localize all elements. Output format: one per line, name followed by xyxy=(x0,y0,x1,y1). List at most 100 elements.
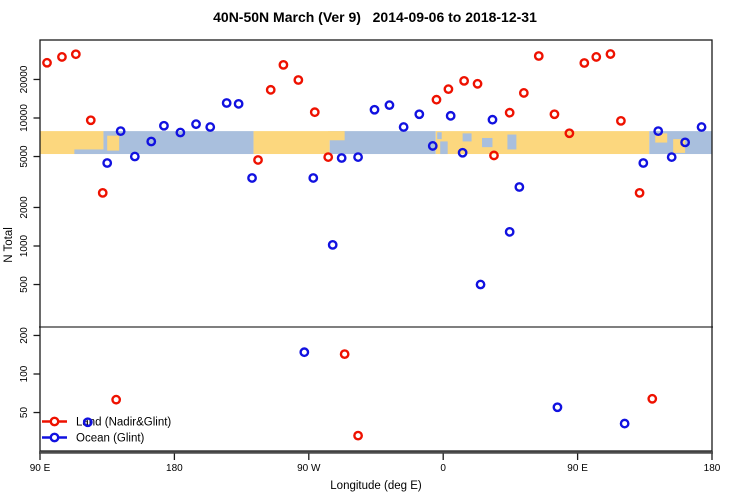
map-band-ocean-patch xyxy=(440,141,448,155)
data-point-ocean xyxy=(514,182,525,192)
y-tick-label: 10000 xyxy=(19,104,30,132)
data-point-ocean xyxy=(191,119,201,130)
legend: Land (Nadir&Glint) Ocean (Glint) xyxy=(42,417,171,445)
data-point-land xyxy=(42,57,52,68)
data-point-land xyxy=(70,49,81,60)
data-point-ocean xyxy=(205,122,216,132)
y-tick-label: 500 xyxy=(19,276,30,293)
plot-box xyxy=(39,39,713,452)
data-point-land xyxy=(253,155,263,165)
data-point-ocean xyxy=(457,147,468,158)
data-point-ocean xyxy=(221,98,232,108)
data-point-land xyxy=(533,51,544,61)
data-point-ocean xyxy=(445,110,456,121)
data-point-ocean xyxy=(638,158,649,168)
data-point-land xyxy=(579,58,590,68)
map-band-ocean-segment xyxy=(103,131,254,155)
map-band-ocean-patch xyxy=(507,134,517,150)
x-tick-label: 180 xyxy=(166,463,183,474)
data-point-ocean xyxy=(696,122,707,132)
axes-layer: 90 E 180 90 W 0 90 E 180 50 100 200 500 1000 2000 50… xyxy=(19,39,721,474)
data-point-ocean xyxy=(175,127,186,138)
legend-land-label: Land (Nadir&Glint) xyxy=(76,417,171,429)
data-point-land xyxy=(85,115,96,126)
data-point-land xyxy=(353,430,363,441)
map-band-ocean-patch xyxy=(482,137,493,148)
map-band-land-patch xyxy=(655,133,668,143)
map-band-ocean-patch xyxy=(74,149,105,155)
data-point-ocean xyxy=(233,98,244,109)
data-point-land xyxy=(549,109,560,120)
legend-land-marker-icon xyxy=(49,416,60,427)
data-point-ocean xyxy=(102,158,113,168)
data-point-ocean xyxy=(115,126,126,137)
x-axis-label: Longitude (deg E) xyxy=(330,480,422,492)
y-tick-label: 2000 xyxy=(19,196,30,219)
data-point-land xyxy=(443,84,454,95)
data-point-ocean xyxy=(427,141,438,151)
data-point-ocean xyxy=(82,417,93,428)
map-band-land-segment xyxy=(435,131,650,155)
data-point-land xyxy=(309,107,320,118)
data-point-land xyxy=(605,49,616,59)
data-point-land xyxy=(339,349,350,360)
map-band-land-patch xyxy=(107,135,120,151)
data-point-land xyxy=(564,128,575,139)
chart-title: 40N-50N March (Ver 9) 2014-09-06 to 2018… xyxy=(213,9,537,25)
data-point-land xyxy=(518,88,529,98)
data-point-ocean xyxy=(247,173,257,183)
y-tick-label: 20000 xyxy=(19,65,30,93)
data-point-ocean xyxy=(653,126,664,137)
data-point-land xyxy=(634,187,645,198)
data-point-ocean xyxy=(552,402,563,413)
data-point-ocean xyxy=(369,104,380,115)
data-point-land xyxy=(97,187,108,198)
y-tick-label: 200 xyxy=(19,327,30,344)
data-point-ocean xyxy=(336,153,347,163)
data-point-land xyxy=(472,78,483,89)
y-tick-label: 100 xyxy=(19,365,30,382)
map-band-ocean-patch xyxy=(437,132,442,140)
data-point-ocean xyxy=(353,152,363,162)
x-tick-label: 90 E xyxy=(30,463,51,474)
data-point-ocean xyxy=(504,226,515,237)
data-point-ocean xyxy=(666,152,677,162)
map-band-land-patch xyxy=(328,131,345,141)
data-point-land xyxy=(616,115,626,126)
data-point-ocean xyxy=(414,109,425,120)
y-axis-label: N Total xyxy=(3,227,15,263)
data-point-land xyxy=(278,59,289,70)
data-point-ocean xyxy=(619,418,630,429)
data-points-layer xyxy=(42,49,707,441)
data-point-ocean xyxy=(487,114,498,125)
data-point-ocean xyxy=(384,100,395,111)
data-point-ocean xyxy=(129,151,140,162)
data-point-land xyxy=(647,393,658,404)
data-point-ocean xyxy=(398,122,409,132)
data-point-land xyxy=(431,94,442,105)
legend-ocean-label: Ocean (Glint) xyxy=(76,433,145,445)
data-point-ocean xyxy=(327,239,338,250)
x-tick-label: 180 xyxy=(704,463,721,474)
map-band-land-segment xyxy=(40,131,104,155)
data-point-ocean xyxy=(475,279,486,290)
map-band-land-patch xyxy=(673,139,686,153)
data-point-ocean xyxy=(146,136,157,147)
data-point-ocean xyxy=(308,173,319,183)
map-band-ocean-segment xyxy=(329,131,436,155)
data-point-land xyxy=(489,150,499,161)
data-point-land xyxy=(504,107,515,118)
data-point-land xyxy=(265,84,276,95)
data-point-land xyxy=(111,394,122,405)
data-point-land xyxy=(591,52,602,62)
data-point-land xyxy=(293,75,304,85)
data-point-land xyxy=(459,75,470,86)
map-band-ocean-patch xyxy=(462,133,472,142)
y-tick-label: 5000 xyxy=(19,145,30,168)
legend-ocean-marker-icon xyxy=(49,432,60,443)
x-tick-label: 90 W xyxy=(297,463,321,474)
data-point-land xyxy=(323,152,334,162)
world-map-band xyxy=(40,131,712,155)
